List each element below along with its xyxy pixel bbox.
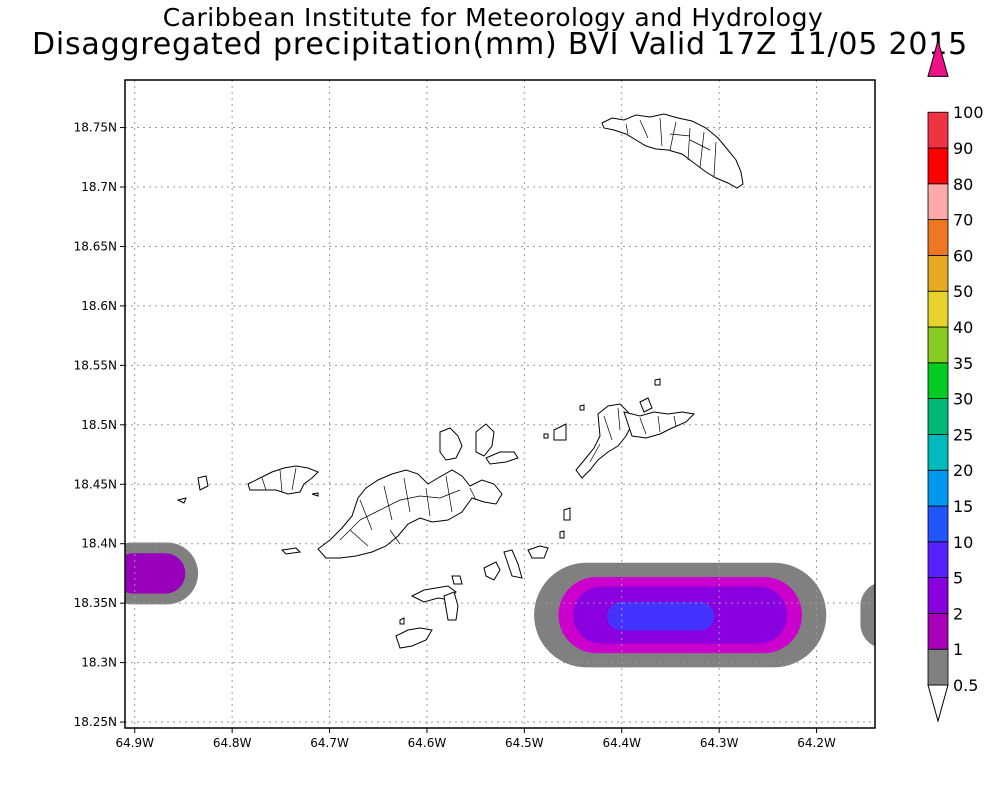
y-tick-label: 18.7N [81,180,117,194]
y-tick-label: 18.6N [81,299,117,313]
x-tick-label: 64.2W [797,736,836,750]
precipitation-layer [125,542,875,668]
colorbar-segment [927,147,949,185]
colorbar-label: 40 [953,318,973,337]
y-tick-label: 18.25N [74,715,117,729]
island-virgin-gorda [575,403,633,479]
island-anegada [601,113,744,189]
colorbar-top-arrow [927,38,949,77]
colorbar-segment [927,219,949,256]
island-outlines [176,113,744,649]
colorbar-segment [927,254,949,292]
colorbar-label: 0.5 [953,676,978,695]
colorbar-label: 1 [953,640,963,659]
grid-lines [125,80,875,728]
colorbar-segment [927,111,949,149]
colorbar-label: 90 [953,139,973,158]
y-tick-label: 18.75N [74,121,117,135]
colorbar-bottom-arrow [927,684,949,723]
colorbar-segment [927,362,949,399]
colorbar-segment [927,577,949,614]
colorbar-segment [927,398,949,435]
x-tick-label: 64.3W [700,736,739,750]
x-tick-label: 64.6W [408,736,447,750]
colorbar-label: 50 [953,282,973,301]
colorbar-label: 30 [953,390,973,409]
y-tick-label: 18.35N [74,596,117,610]
x-tick-label: 64.4W [602,736,641,750]
colorbar-segment [927,613,949,650]
island-tortola [317,469,503,559]
chart-title: Caribbean Institute for Meteorology and … [162,3,824,32]
y-tick-label: 18.4N [81,537,117,551]
colorbar-segment [927,648,949,686]
colorbar-segment [927,433,949,471]
x-tick-label: 64.5W [505,736,544,750]
island-jost-van-dyke [247,465,319,495]
colorbar-label: 35 [953,354,973,373]
precip-area-6 [860,583,875,647]
precip-area-5 [607,601,715,631]
colorbar-segment [927,541,949,578]
colorbar-label: 60 [953,246,973,265]
colorbar-segment [927,505,949,543]
colorbar-label: 70 [953,211,973,230]
x-tick-label: 64.9W [115,736,154,750]
colorbar-label: 80 [953,175,973,194]
colorbar-segment [927,326,949,364]
plot-frame [124,79,876,729]
colorbar-label: 5 [953,569,963,588]
y-tick-label: 18.65N [74,239,117,253]
y-tick-label: 18.3N [81,656,117,670]
colorbar-segment [927,183,949,221]
colorbar-label: 2 [953,604,963,623]
colorbar-segment [927,469,949,507]
x-tick-label: 64.7W [310,736,349,750]
y-tick-label: 18.55N [74,358,117,372]
x-tick-label: 64.8W [213,736,252,750]
axis-ticks: 64.9W 64.8W 64.7W 64.6W 64.5W 64.4W 64.3W 64.2W… [74,121,836,750]
chart-subtitle: Disaggregated precipitation(mm) BVI Vali… [31,27,969,62]
colorbar-label: 100 [953,103,984,122]
colorbar-label: 25 [953,425,973,444]
y-tick-label: 18.5N [81,418,117,432]
colorbar-label: 20 [953,461,973,480]
colorbar-segment [927,290,949,328]
colorbar-label: 10 [953,533,973,552]
y-tick-label: 18.45N [74,477,117,491]
precip-area-1 [125,553,186,594]
colorbar-label: 15 [953,497,973,516]
